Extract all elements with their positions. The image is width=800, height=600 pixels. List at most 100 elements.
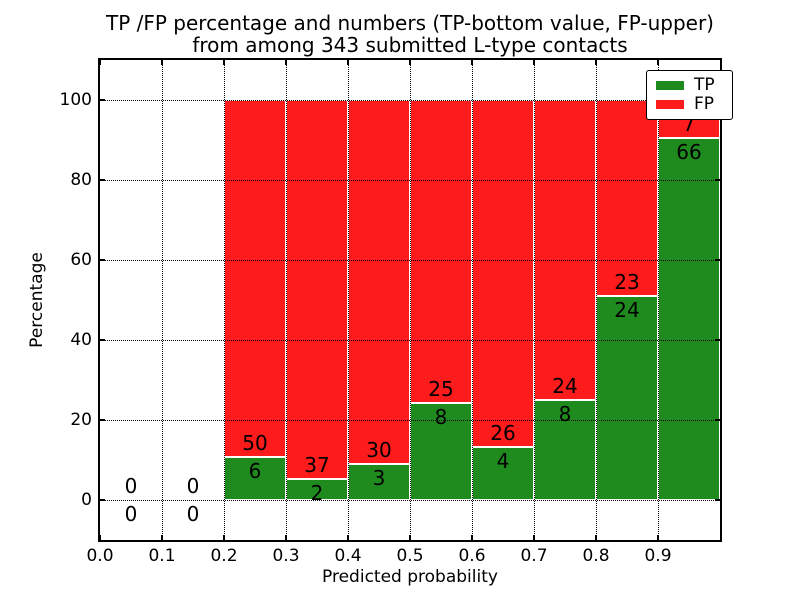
bar-fp-segment bbox=[224, 100, 286, 458]
fp-count-label: 26 bbox=[490, 420, 516, 445]
x-tick-label: 0.1 bbox=[148, 546, 176, 566]
horizontal-gridline bbox=[100, 420, 720, 421]
chart-title-line2: from among 343 submitted L-type contacts bbox=[192, 33, 628, 57]
tp-count-label: 4 bbox=[496, 448, 510, 473]
vertical-gridline bbox=[596, 60, 597, 540]
x-tick-label: 0.9 bbox=[644, 546, 672, 566]
fp-count-label: 23 bbox=[614, 269, 640, 294]
annotations-layer: 0 0 0 0 50 6 37 2 30 3 25 8 26 4 24 8 23 24 7 66 bbox=[100, 60, 720, 540]
fp-count-label: 50 bbox=[242, 431, 268, 456]
vertical-gridline bbox=[658, 60, 659, 540]
x-tick-mark bbox=[161, 60, 163, 65]
horizontal-gridline bbox=[100, 180, 720, 181]
fp-count-label: 37 bbox=[304, 453, 330, 478]
y-tick-mark bbox=[100, 499, 105, 501]
y-tick-mark bbox=[100, 339, 105, 341]
legend-entry-fp: FP bbox=[656, 95, 724, 114]
bars-layer bbox=[100, 60, 720, 540]
vertical-gridline bbox=[286, 60, 287, 540]
y-tick-mark bbox=[100, 179, 105, 181]
tp-count-label: 2 bbox=[310, 481, 324, 506]
vertical-gridline bbox=[224, 60, 225, 540]
x-tick-mark bbox=[471, 60, 473, 65]
x-tick-mark bbox=[533, 535, 535, 540]
y-tick-label: 0 bbox=[81, 490, 92, 510]
legend-entry-tp: TP bbox=[656, 76, 724, 95]
vertical-gridline bbox=[348, 60, 349, 540]
vertical-gridline bbox=[410, 60, 411, 540]
y-tick-mark bbox=[715, 259, 720, 261]
fp-count-label: 30 bbox=[366, 437, 392, 462]
x-axis-label: Predicted probability bbox=[322, 567, 498, 587]
x-tick-mark bbox=[533, 60, 535, 65]
vertical-gridline bbox=[162, 60, 163, 540]
x-tick-label: 0.0 bbox=[86, 546, 114, 566]
fp-count-label: 25 bbox=[428, 377, 454, 402]
bar-tp-segment bbox=[596, 295, 658, 500]
x-tick-label: 0.4 bbox=[334, 546, 362, 566]
x-tick-mark bbox=[409, 60, 411, 65]
fp-count-label: 0 bbox=[124, 474, 138, 498]
x-tick-label: 0.7 bbox=[520, 546, 548, 566]
x-tick-mark bbox=[595, 60, 597, 65]
y-axis-label: Percentage bbox=[27, 252, 47, 348]
x-tick-mark bbox=[223, 535, 225, 540]
y-tick-label: 40 bbox=[70, 330, 92, 350]
tp-count-label: 0 bbox=[186, 502, 200, 526]
y-tick-mark bbox=[100, 259, 105, 261]
x-tick-mark bbox=[347, 60, 349, 65]
x-tick-mark bbox=[223, 60, 225, 65]
y-tick-mark bbox=[100, 99, 105, 101]
tp-count-label: 66 bbox=[676, 140, 702, 165]
y-tick-mark bbox=[715, 419, 720, 421]
bar-tp-segment bbox=[534, 400, 596, 500]
x-tick-mark bbox=[285, 60, 287, 65]
horizontal-gridline bbox=[100, 100, 720, 101]
x-tick-mark bbox=[657, 60, 659, 65]
x-tick-mark bbox=[595, 535, 597, 540]
y-tick-label: 80 bbox=[70, 170, 92, 190]
x-tick-label: 0.3 bbox=[272, 546, 300, 566]
x-tick-label: 0.2 bbox=[210, 546, 238, 566]
legend-swatch-fp bbox=[656, 100, 684, 109]
x-tick-label: 0.6 bbox=[458, 546, 486, 566]
tp-count-label: 0 bbox=[124, 502, 138, 526]
vertical-gridline bbox=[534, 60, 535, 540]
tp-count-label: 8 bbox=[434, 405, 448, 430]
fp-count-label: 24 bbox=[552, 374, 578, 398]
tp-count-label: 8 bbox=[558, 402, 572, 426]
y-tick-label: 100 bbox=[59, 90, 92, 110]
x-tick-mark bbox=[99, 60, 101, 65]
x-tick-mark bbox=[409, 535, 411, 540]
y-tick-label: 20 bbox=[70, 410, 92, 430]
vertical-gridline bbox=[472, 60, 473, 540]
x-tick-mark bbox=[99, 535, 101, 540]
legend-label-tp: TP bbox=[694, 75, 715, 95]
tp-count-label: 6 bbox=[248, 459, 262, 484]
tp-count-label: 24 bbox=[614, 297, 640, 322]
bar-tp-segment bbox=[224, 457, 286, 500]
x-tick-label: 0.8 bbox=[582, 546, 610, 566]
fp-count-label: 0 bbox=[186, 474, 200, 498]
plot-area: 0 0 0 0 50 6 37 2 30 3 25 8 26 4 24 8 23 24 7 66 TP FP bbox=[98, 58, 733, 542]
legend: TP FP bbox=[646, 70, 733, 120]
horizontal-gridline bbox=[100, 340, 720, 341]
chart-title-line1: TP /FP percentage and numbers (TP-bottom… bbox=[106, 11, 714, 35]
bar-fp-segment bbox=[410, 100, 472, 404]
bar-fp-segment bbox=[286, 100, 348, 480]
bar-tp-segment bbox=[472, 446, 534, 500]
x-tick-mark bbox=[471, 535, 473, 540]
legend-swatch-tp bbox=[656, 81, 684, 90]
x-tick-mark bbox=[657, 535, 659, 540]
y-tick-mark bbox=[715, 339, 720, 341]
x-tick-mark bbox=[161, 535, 163, 540]
x-tick-mark bbox=[347, 535, 349, 540]
legend-label-fp: FP bbox=[694, 94, 715, 114]
x-tick-label: 0.5 bbox=[396, 546, 424, 566]
x-tick-mark bbox=[285, 535, 287, 540]
bar-tp-segment bbox=[658, 138, 720, 500]
bar-fp-segment bbox=[472, 100, 534, 447]
tp-count-label: 3 bbox=[372, 465, 386, 490]
horizontal-gridline bbox=[100, 260, 720, 261]
